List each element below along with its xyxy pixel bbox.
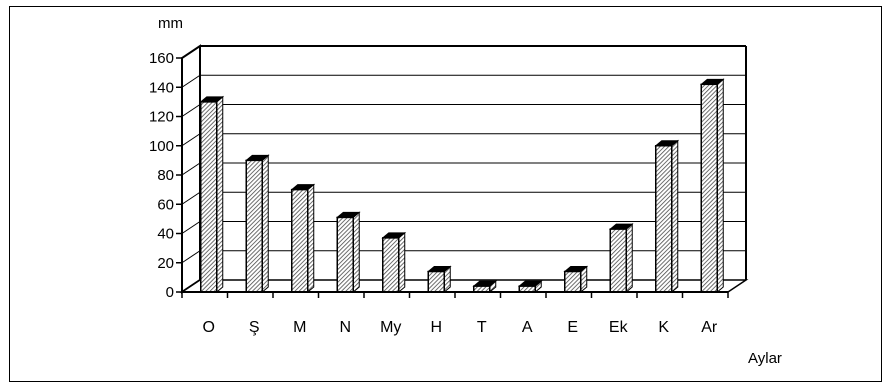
bar: [517, 280, 543, 294]
gridline-side: [181, 162, 201, 176]
bar-front: [609, 228, 627, 293]
bar-front: [700, 83, 718, 293]
x-tick-label: E: [567, 319, 578, 336]
bar: [654, 139, 680, 294]
x-tick-label: Ş: [249, 319, 260, 336]
bar: [199, 95, 225, 294]
bar-front: [382, 237, 400, 293]
bar-front: [655, 145, 673, 293]
x-tick-label: O: [203, 319, 215, 336]
y-tick-label: 160: [149, 50, 174, 67]
x-axis-label: Aylar: [748, 350, 782, 367]
bar: [381, 231, 407, 294]
bar-front: [427, 270, 445, 293]
gridline-side: [181, 221, 201, 234]
y-axis-label: mm: [158, 15, 183, 32]
gridline-side: [181, 74, 201, 88]
bar: [472, 280, 498, 294]
bar-front: [564, 270, 582, 293]
x-tick-label: My: [380, 319, 401, 336]
gridline-side: [181, 279, 201, 293]
bar: [426, 265, 452, 294]
x-tick-label: Ek: [609, 319, 629, 336]
y-tick-label: 80: [157, 167, 174, 184]
bars: [199, 78, 725, 294]
bar-side: [398, 231, 406, 294]
bar-side: [625, 223, 633, 294]
bar-front: [245, 159, 263, 293]
gridline-side: [181, 133, 201, 147]
gridline-side: [181, 45, 201, 59]
x-tick-label: H: [430, 319, 442, 336]
bar: [699, 78, 725, 294]
axes: O Ş M N My H T A E Ek K Ar 0 20 40 60 80 100 120 140 160: [149, 50, 729, 336]
gridline-side: [181, 191, 201, 205]
y-tick-label: 0: [166, 284, 174, 301]
x-tick-label: M: [293, 319, 306, 336]
bar-side: [352, 211, 360, 294]
x-tick-label: K: [658, 319, 669, 336]
bar: [335, 211, 361, 294]
bar-side: [716, 78, 724, 294]
x-tick-label: N: [339, 319, 351, 336]
y-tick-label: 140: [149, 79, 174, 96]
bar-side: [307, 183, 315, 294]
x-tick-label: A: [522, 319, 533, 336]
y-tick-label: 100: [149, 138, 174, 155]
bar-side: [216, 95, 224, 294]
gridline-side: [181, 250, 201, 264]
bar-front: [336, 216, 354, 293]
y-tick-label: 120: [149, 109, 174, 126]
x-tick-label: T: [477, 319, 487, 336]
bar: [608, 223, 634, 294]
bar-side: [671, 139, 679, 294]
bar-front: [291, 188, 309, 293]
bar: [244, 154, 270, 294]
bar: [290, 183, 316, 294]
y-tick-label: 60: [157, 196, 174, 213]
bar: [563, 265, 589, 294]
y-tick-label: 40: [157, 226, 174, 243]
gridline-side: [181, 104, 201, 117]
y-tick-label: 20: [157, 255, 174, 272]
bar-side: [261, 154, 269, 294]
chart-frame: [9, 6, 882, 382]
bar-front: [200, 101, 218, 293]
x-tick-label: Ar: [701, 319, 718, 336]
